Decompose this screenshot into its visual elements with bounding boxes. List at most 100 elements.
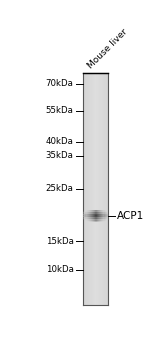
Bar [83,216,84,217]
Bar [103,210,104,211]
Bar [104,212,105,213]
Bar [84,218,85,219]
Bar [87,219,88,220]
Bar [98,212,99,213]
Bar [96,212,97,213]
Bar [102,211,103,212]
Bar [100,212,101,213]
Bar [107,218,108,219]
Bar [103,216,104,217]
Bar [103,210,104,211]
Bar [106,73,107,305]
Bar [104,217,105,218]
Bar [85,210,86,211]
Bar [83,213,84,214]
Bar [89,219,90,220]
Bar [91,214,92,215]
Bar [99,216,100,217]
Bar [88,210,89,211]
Bar [106,220,107,221]
Bar [98,218,99,219]
Bar [87,219,88,220]
Bar [87,212,88,213]
Bar [102,215,103,216]
Bar [104,218,105,219]
Bar [87,73,88,305]
Bar [107,216,108,217]
Bar [107,210,108,211]
Bar [96,215,97,216]
Bar [98,214,99,215]
Bar [93,217,94,218]
Bar [96,216,97,217]
Bar [97,214,98,215]
Bar [84,212,85,213]
Bar [101,221,102,222]
Text: Mouse liver: Mouse liver [86,27,129,70]
Bar [104,212,105,213]
Bar [98,214,99,215]
Bar [103,218,104,219]
Bar [104,210,105,211]
Bar [104,221,105,222]
Text: 40kDa: 40kDa [46,137,74,146]
Bar [105,214,106,215]
Bar [86,216,87,217]
Bar [84,214,85,215]
Bar [98,219,99,220]
Bar [86,218,87,219]
Bar [88,218,89,219]
Bar [84,218,85,219]
Bar [107,218,108,219]
Bar [104,214,105,215]
Bar [102,214,103,215]
Bar [96,219,97,220]
Bar [87,210,88,211]
Bar [105,218,106,219]
Bar [107,210,108,211]
Bar [94,214,95,215]
Bar [85,73,86,305]
Bar [99,214,100,215]
Bar [93,212,94,213]
Bar [84,219,85,220]
Bar [103,213,104,214]
Bar [83,73,84,305]
Bar [107,216,108,217]
Bar [91,210,92,211]
Bar [103,211,104,212]
Bar [94,210,95,211]
Bar [106,218,107,219]
Bar [88,211,89,212]
Bar [87,214,88,215]
Bar [103,221,104,222]
Bar [105,219,106,220]
Bar [89,212,90,213]
Bar [88,220,89,221]
Bar [83,220,84,221]
Bar [92,211,93,212]
Bar [96,73,97,305]
Bar [101,216,102,217]
Bar [103,213,104,214]
Bar [90,220,91,221]
Bar [85,212,86,213]
Bar [87,215,88,216]
Bar [99,216,100,217]
Bar [88,212,89,213]
Bar [91,214,92,215]
Bar [104,212,105,213]
Bar [92,218,93,219]
Bar [92,216,93,217]
Bar [85,73,86,305]
Bar [107,220,108,221]
Bar [86,219,87,220]
Bar [90,210,91,211]
Bar [99,217,100,218]
Bar [93,216,94,217]
Bar [105,217,106,218]
Bar [86,221,87,222]
Bar [84,221,85,222]
Bar [101,216,102,217]
Bar [96,217,97,218]
